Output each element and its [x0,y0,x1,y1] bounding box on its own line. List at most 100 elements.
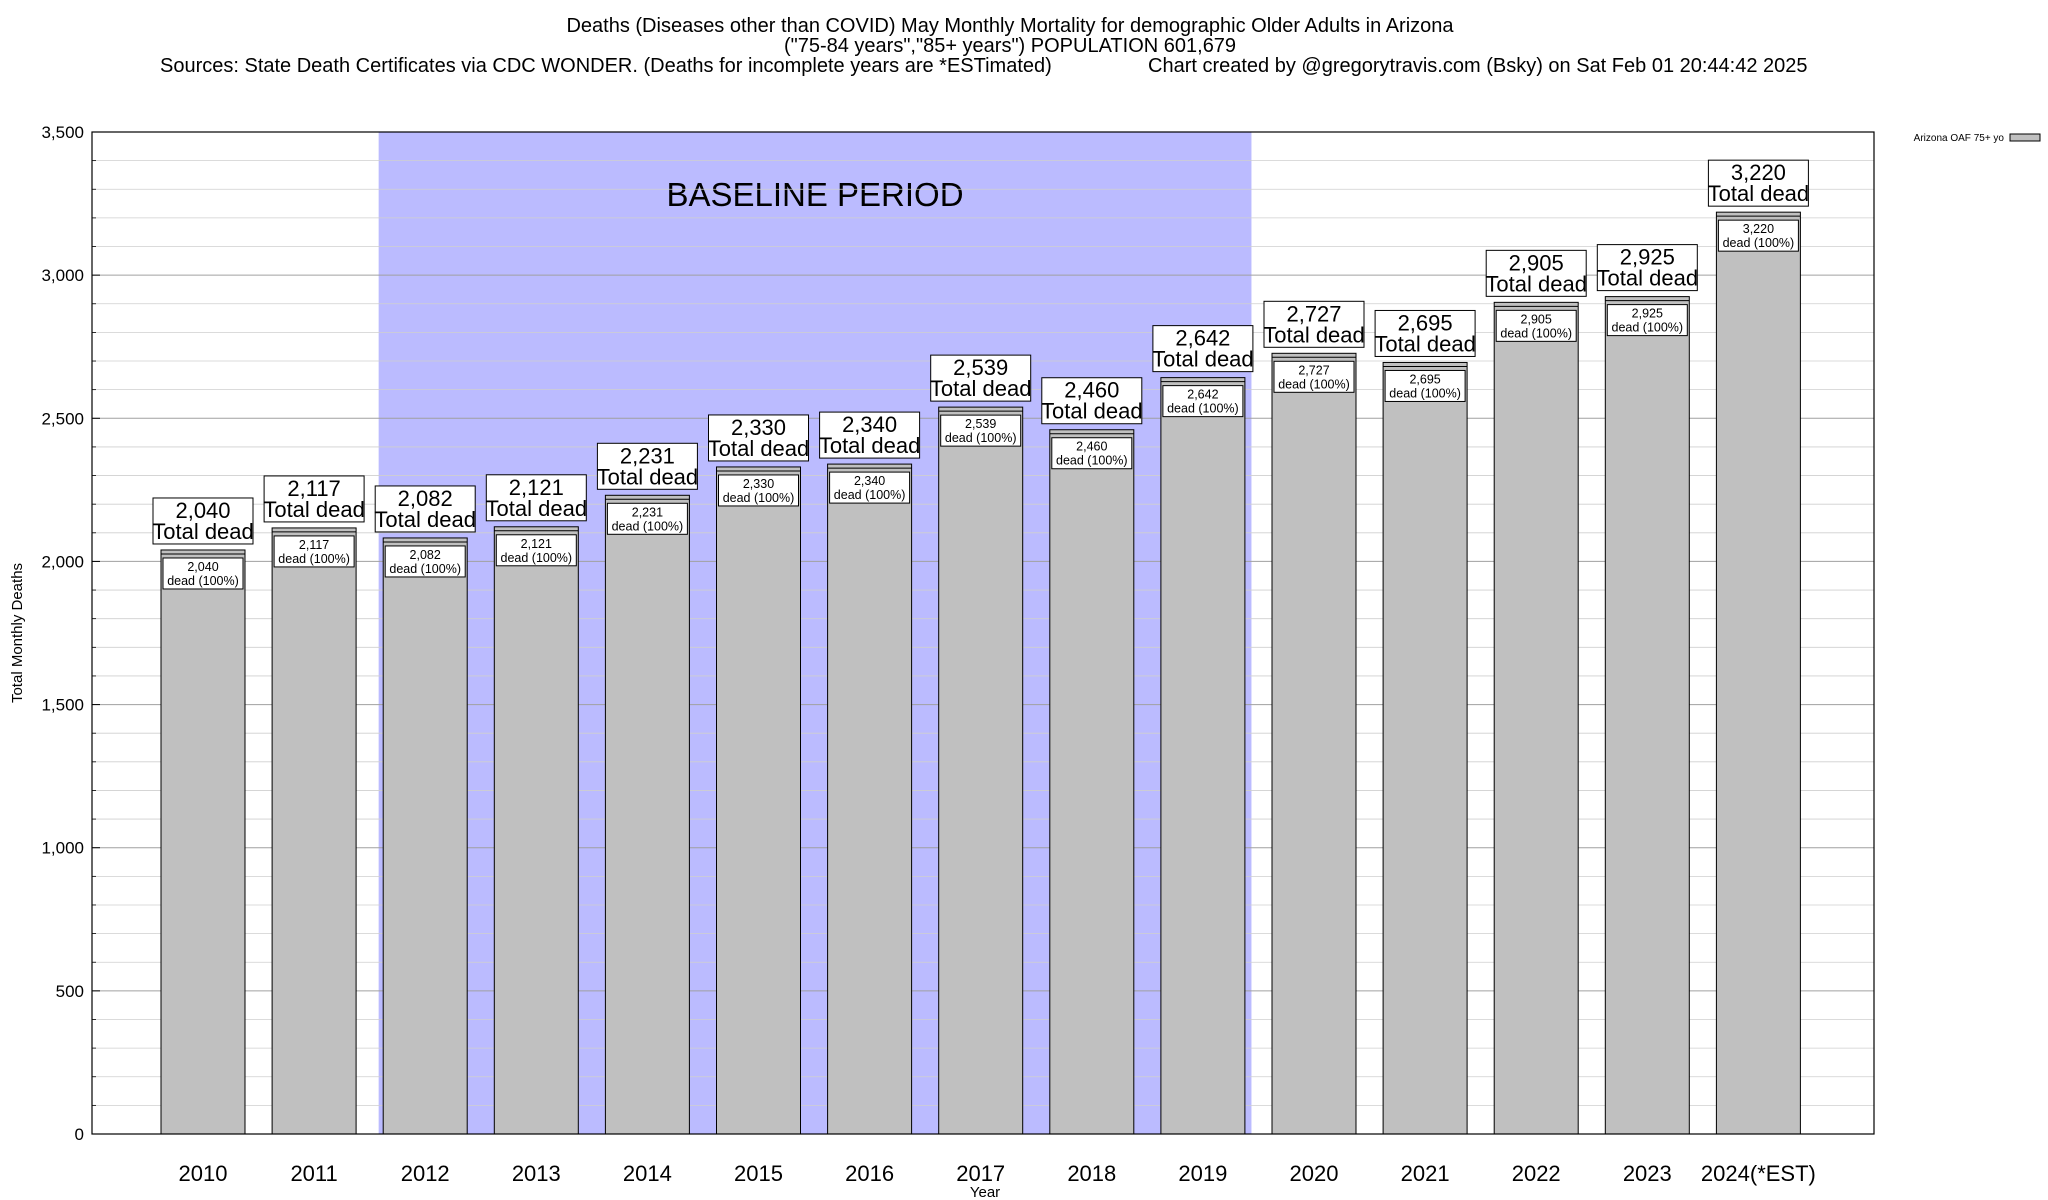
x-tick-label: 2019 [1178,1161,1227,1186]
bar-2020 [1271,352,1357,1135]
inner-label-box [162,557,244,590]
inner-share-label: dead (100%) [834,488,906,502]
inner-value-label: 2,695 [1409,372,1440,386]
x-tick-label: 2020 [1290,1161,1339,1186]
x-tick-label: 2023 [1623,1161,1672,1186]
inner-label-box [606,502,688,535]
outer-label-box [263,475,365,523]
total-value-label: 2,727 [1286,301,1341,326]
total-value-label: 2,117 [287,476,340,501]
total-dead-label: Total dead [263,497,365,522]
outer-label-box [1374,309,1476,357]
outer-label-box [930,354,1032,402]
total-dead-label: Total dead [152,519,254,544]
y-axis: 0 500 1,000 1,500 2,000 2,500 3,000 3,500 [41,123,100,1144]
total-value-label: 3,220 [1731,160,1786,185]
bar-2011 [271,527,357,1135]
chart-sources: Sources: State Death Certificates via CD… [160,55,1052,77]
total-value-label: 2,460 [1064,378,1119,403]
total-value-label: 2,040 [175,498,230,523]
inner-value-label: 2,539 [965,417,996,431]
inner-share-label: dead (100%) [1612,321,1684,335]
inner-value-label: 3,220 [1743,222,1774,236]
total-value-label: 2,905 [1509,250,1564,275]
chart-credit: Chart created by @gregorytravis.com (Bsk… [1148,55,1808,77]
legend: Arizona OAF 75+ yo [1914,133,2041,144]
x-tick-label: 2013 [512,1161,561,1186]
x-axis-label: Year [970,1184,1000,1200]
inner-value-label: 2,340 [854,474,885,488]
inner-value-label: 2,082 [410,548,441,562]
inner-label-box [1384,369,1466,402]
x-tick-label: 2014 [623,1161,672,1186]
baseline-period-label: BASELINE PERIOD [666,176,963,213]
inner-label-box [718,474,799,507]
inner-label-box [1162,385,1244,418]
y-tick-label: 3,500 [41,123,84,142]
x-tick-label: 2018 [1067,1161,1116,1186]
y-tick-label: 1,000 [41,839,84,858]
inner-value-label: 2,040 [187,560,218,574]
y-tick-label: 1,500 [41,696,84,715]
total-value-label: 2,695 [1398,310,1453,335]
total-dead-label: Total dead [1485,271,1587,296]
inner-share-label: dead (100%) [1500,326,1572,340]
inner-share-label: dead (100%) [945,431,1017,445]
inner-value-label: 2,905 [1521,312,1552,326]
bar-2019 [1160,377,1246,1135]
inner-value-label: 2,121 [521,537,552,551]
outer-label-box [1707,159,1809,207]
total-value-label: 2,340 [842,412,897,437]
bar-2016 [827,463,913,1135]
total-dead-label: Total dead [486,496,588,521]
inner-share-label: dead (100%) [723,491,795,505]
inner-label-box [273,535,355,568]
inner-label-box [940,414,1022,447]
outer-label-box [485,474,587,522]
total-value-label: 2,642 [1175,326,1230,351]
total-dead-label: Total dead [1597,266,1699,291]
bar-2017 [938,406,1024,1135]
x-tick-label: 2010 [179,1161,228,1186]
bar-2023 [1604,296,1690,1135]
inner-label-box [495,534,577,567]
y-tick-label: 2,000 [41,552,84,571]
total-value-label: 2,539 [953,355,1008,380]
inner-value-label: 2,727 [1298,363,1329,377]
outer-label-box [708,414,809,462]
inner-share-label: dead (100%) [167,574,239,588]
x-tick-label: 2021 [1401,1161,1450,1186]
inner-value-label: 2,330 [743,477,774,491]
total-value-label: 2,925 [1620,245,1675,270]
y-tick-label: 3,000 [41,266,84,285]
total-dead-label: Total dead [597,464,699,489]
bar-2013 [493,526,579,1135]
bars [160,211,1801,1135]
plot-frame [91,131,1875,1135]
total-value-label: 2,121 [509,475,564,500]
x-tick-label: 2015 [734,1161,783,1186]
inner-share-label: dead (100%) [1389,386,1461,400]
inner-value-label: 2,925 [1632,307,1663,321]
total-value-label: 2,330 [731,415,786,440]
x-tick-label: 2022 [1512,1161,1561,1186]
outer-label-box [152,497,254,545]
inner-value-label: 2,231 [632,505,663,519]
inner-label-box [1606,304,1688,337]
bar-2018 [1049,429,1135,1135]
inner-label-box [829,471,911,504]
bar-2010 [160,549,246,1135]
inner-label-box [384,545,466,578]
y-tick-label: 500 [56,982,84,1001]
inner-share-label: dead (100%) [389,562,461,576]
total-dead-label: Total dead [819,433,921,458]
inner-label-box [1495,309,1577,342]
inner-label-box [1717,219,1799,252]
outer-label-box [596,442,698,490]
bar-2012 [382,537,468,1135]
total-dead-label: Total dead [1041,399,1143,424]
bar-2024(*EST) [1715,211,1801,1135]
outer-label-box [374,485,476,533]
